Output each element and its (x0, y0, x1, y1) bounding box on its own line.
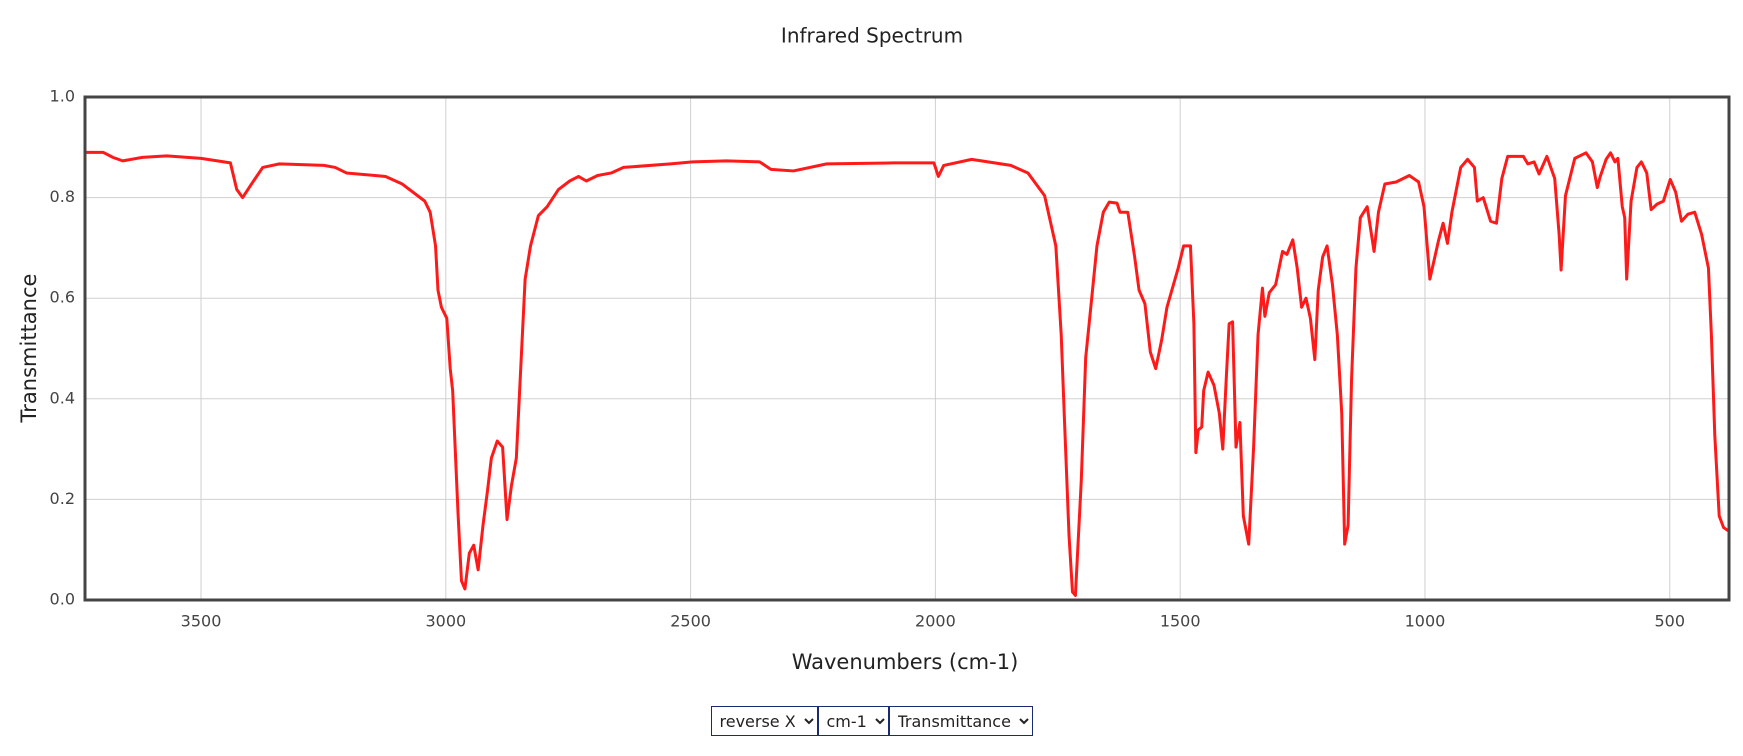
x-tick-label: 500 (1654, 612, 1685, 631)
dropdown[interactable]: Transmittance (888, 706, 1033, 736)
dropdown[interactable]: reverse X (710, 706, 818, 736)
x-tick-label: 2500 (670, 612, 711, 631)
y-tick-label: 0.0 (50, 590, 75, 609)
x-tick-label: 1500 (1160, 612, 1201, 631)
y-tick-label: 0.4 (50, 388, 75, 407)
chart: Infrared Spectrum Wavenumbers (cm-1) Tra… (17, 24, 1731, 674)
x-tick-label: 2000 (915, 612, 956, 631)
x-axis-label: Wavenumbers (cm-1) (792, 650, 1019, 674)
x-tick-label: 3000 (425, 612, 466, 631)
y-tick-label: 0.8 (50, 187, 75, 206)
chart-title: Infrared Spectrum (781, 24, 963, 48)
x-tick-label: 1000 (1405, 612, 1446, 631)
dropdown[interactable]: cm-1 (817, 706, 889, 736)
y-tick-label: 0.6 (50, 288, 75, 307)
y-axis-label: Transmittance (17, 274, 41, 424)
plot-frame (83, 95, 1731, 602)
y-tick-label: 1.0 (50, 87, 75, 106)
x-tick-label: 3500 (181, 612, 222, 631)
y-tick-label: 0.2 (50, 489, 75, 508)
spectrum-line (85, 150, 1729, 597)
